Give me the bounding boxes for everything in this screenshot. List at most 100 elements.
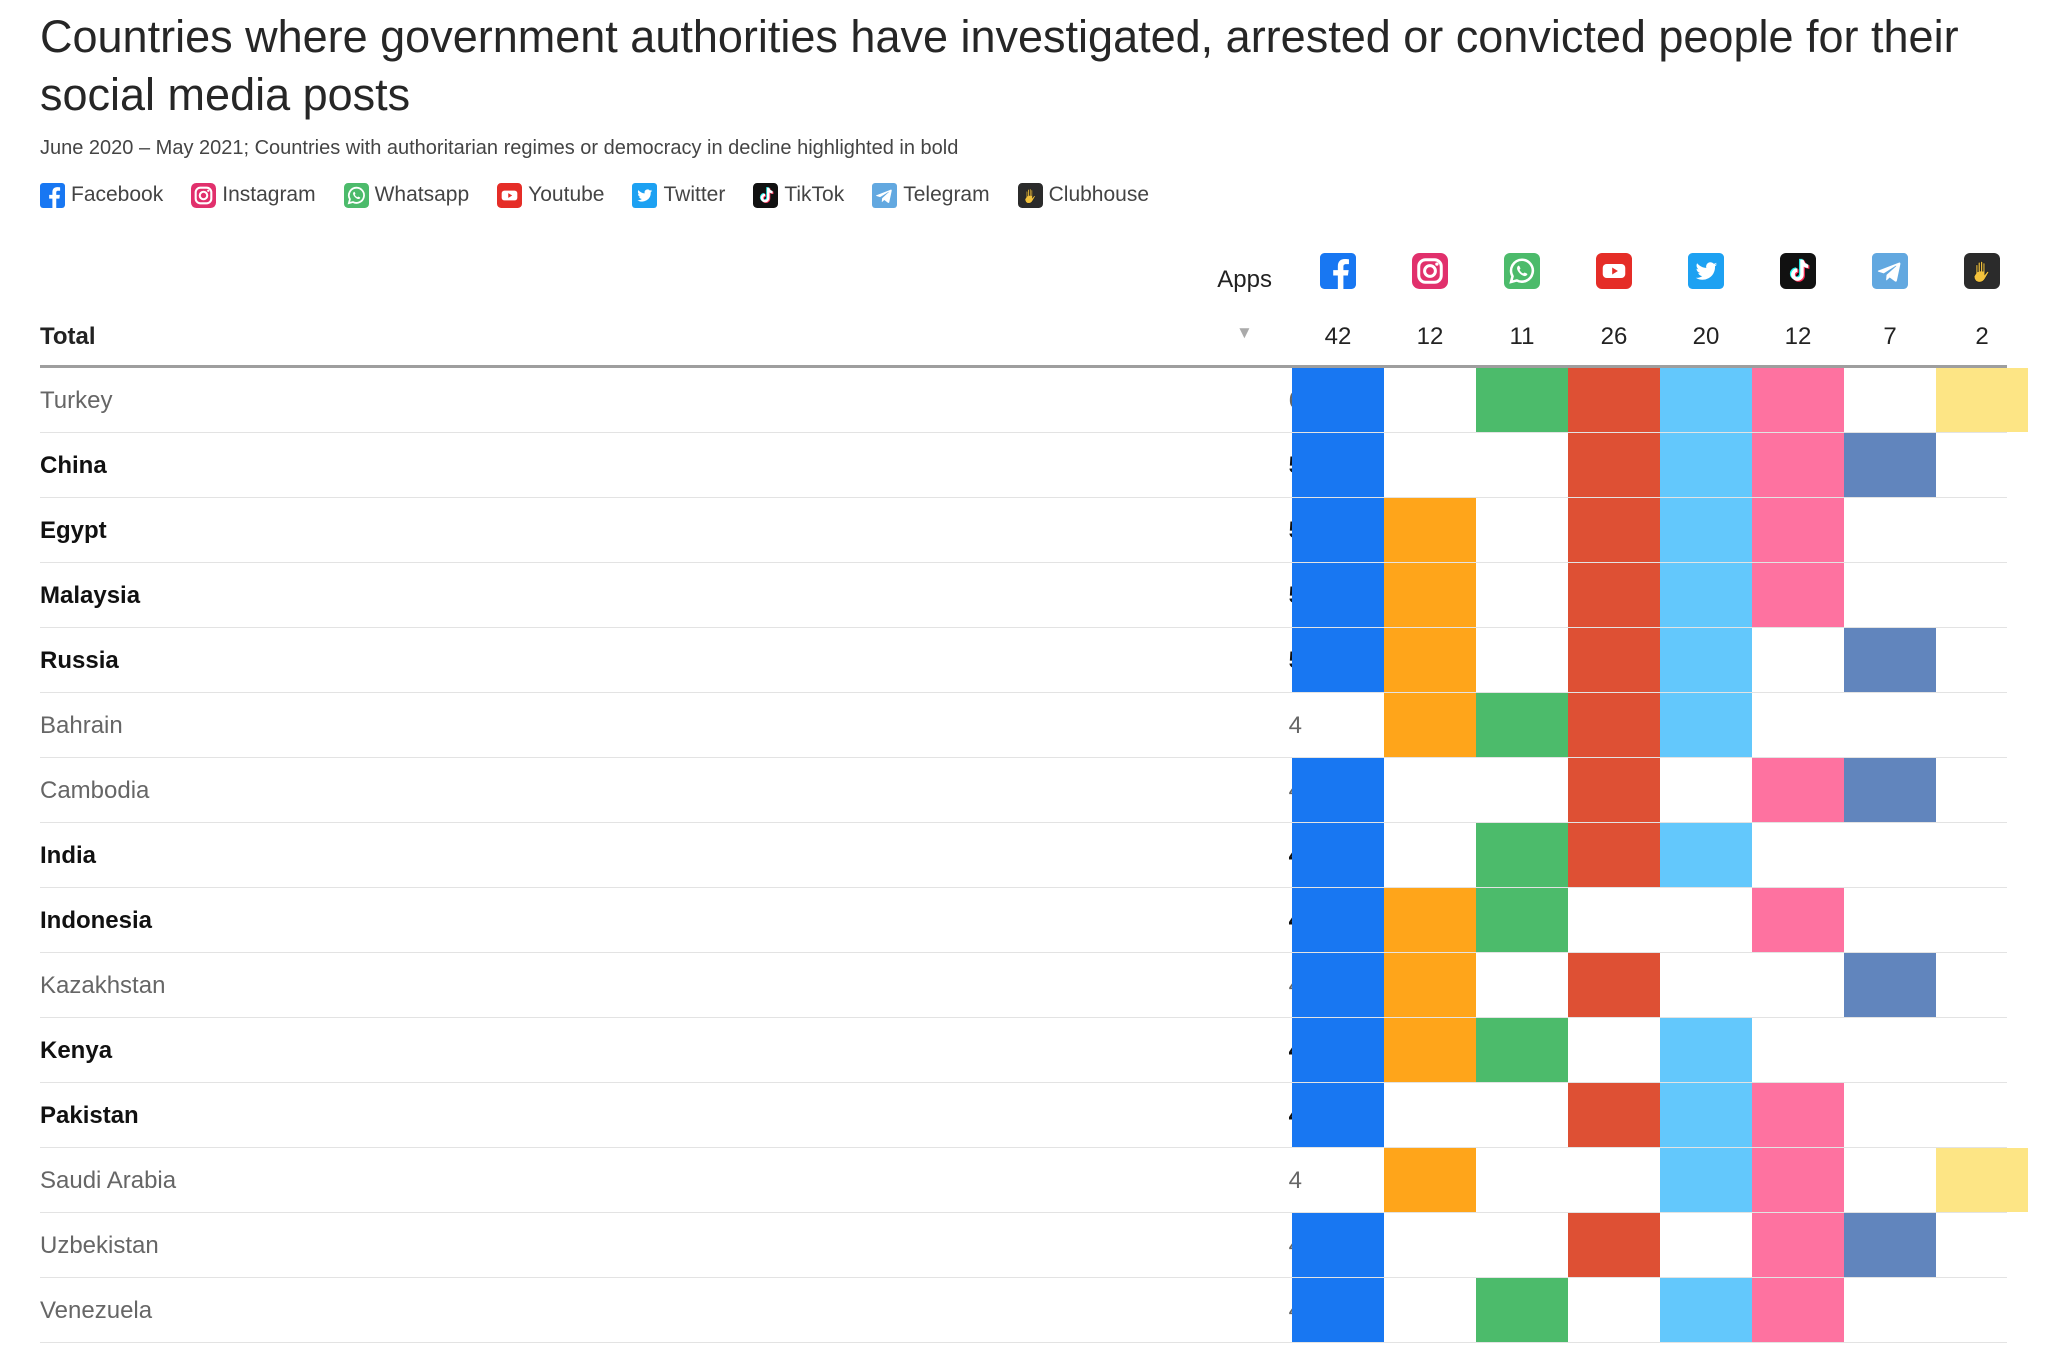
row-country-name: China [40,452,107,479]
table-row: Egypt 5 [40,498,2007,563]
row-app-count: 4 [1200,758,1302,823]
legend-item-tiktok: TikTok [753,182,845,208]
cell-clubhouse [1936,1148,2028,1212]
legend-item-instagram: Instagram [191,182,316,208]
sort-indicator[interactable]: ▼ [1236,323,1253,342]
column-header-instagram-icon [1384,253,1476,289]
table-row: China 5 [40,433,2007,498]
cell-whatsapp [1476,1018,1568,1082]
cell-tiktok [1752,433,1844,497]
column-total-facebook: 42 [1324,323,1352,350]
row-divider [40,692,2007,693]
cell-instagram [1384,628,1476,692]
cell-twitter [1660,1083,1752,1147]
twitter-icon [632,182,658,208]
row-divider [40,497,2007,498]
column-header-twitter-icon [1660,253,1752,289]
row-divider [40,952,2007,953]
cell-instagram [1384,563,1476,627]
cell-twitter [1660,1148,1752,1212]
whatsapp-icon [343,182,369,208]
legend-label: Clubhouse [1048,183,1150,206]
cell-telegram [1844,953,1936,1017]
chart-subtitle: June 2020 – May 2021; Countries with aut… [40,137,959,159]
total-label: Total [40,323,96,350]
column-header-telegram-icon [1844,253,1936,289]
row-app-count: 4 [1200,1278,1302,1343]
row-country-name: Kenya [40,1037,113,1064]
cell-instagram [1384,498,1476,562]
cell-facebook [1292,1278,1384,1342]
chart-title: Countries where government authorities h… [40,11,1959,120]
table-row: India 4 [40,823,2007,888]
cell-instagram [1384,1018,1476,1082]
column-header-youtube-icon [1568,253,1660,289]
row-app-count: 4 [1200,888,1302,953]
row-app-count: 4 [1200,953,1302,1018]
cell-instagram [1384,1148,1476,1212]
cell-facebook [1292,563,1384,627]
table-row: Turkey 6 [40,368,2028,433]
cell-twitter [1660,823,1752,887]
cell-facebook [1292,758,1384,822]
row-divider [40,1147,2007,1148]
cell-youtube [1568,693,1660,757]
cell-tiktok [1752,1213,1844,1277]
column-header-clubhouse-icon [1936,253,2028,289]
cell-facebook [1292,1018,1384,1082]
cell-facebook [1292,1213,1384,1277]
cell-facebook [1292,1083,1384,1147]
table-row: Bahrain 4 [40,693,2007,758]
row-app-count: 4 [1288,1167,1302,1194]
cell-youtube [1568,823,1660,887]
facebook-icon [40,182,65,208]
row-country-name: Venezuela [40,1297,153,1324]
cell-tiktok [1752,1278,1844,1342]
row-app-count: 6 [1200,368,1302,433]
cell-facebook [1292,953,1384,1017]
column-total-instagram: 12 [1416,323,1444,350]
cell-tiktok [1752,1083,1844,1147]
table-row: Saudi Arabia 4 [40,1148,2028,1213]
cell-instagram [1384,693,1476,757]
row-divider [40,822,2007,823]
cell-twitter [1660,628,1752,692]
column-total-whatsapp: 11 [1509,323,1535,350]
cell-youtube [1568,953,1660,1017]
cell-whatsapp [1476,368,1568,432]
column-total-telegram: 7 [1883,323,1897,350]
telegram-icon [872,182,898,208]
table-row: Venezuela 4 [40,1278,2007,1343]
column-total-twitter: 20 [1692,323,1720,350]
row-country-name: Uzbekistan [40,1232,159,1259]
row-app-count: 4 [1200,1213,1302,1278]
legend-item-whatsapp: Whatsapp [343,182,470,208]
row-divider [40,432,2007,433]
row-divider [40,1342,2007,1343]
column-total-youtube: 26 [1600,323,1628,350]
cell-youtube [1568,1083,1660,1147]
row-country-name: Saudi Arabia [40,1167,177,1194]
cell-twitter [1660,563,1752,627]
legend-label: Whatsapp [374,183,470,206]
row-divider [40,562,2007,563]
row-country-name: Pakistan [40,1102,139,1129]
legend-label: Youtube [528,183,605,206]
legend-label: TikTok [784,183,845,206]
cell-facebook [1292,628,1384,692]
instagram-icon [191,182,217,208]
column-total-tiktok: 12 [1784,323,1812,350]
row-divider [40,627,2007,628]
table-row: Kazakhstan 4 [40,953,2007,1018]
cell-whatsapp [1476,1278,1568,1342]
row-country-name: Bahrain [40,712,123,739]
cell-youtube [1568,1213,1660,1277]
column-header-facebook-icon [1292,253,1384,289]
cell-tiktok [1752,888,1844,952]
cell-instagram [1384,888,1476,952]
cell-telegram [1844,628,1936,692]
cell-instagram [1384,953,1476,1017]
row-country-name: Indonesia [40,907,153,934]
cell-whatsapp [1476,693,1568,757]
cell-twitter [1660,368,1752,432]
